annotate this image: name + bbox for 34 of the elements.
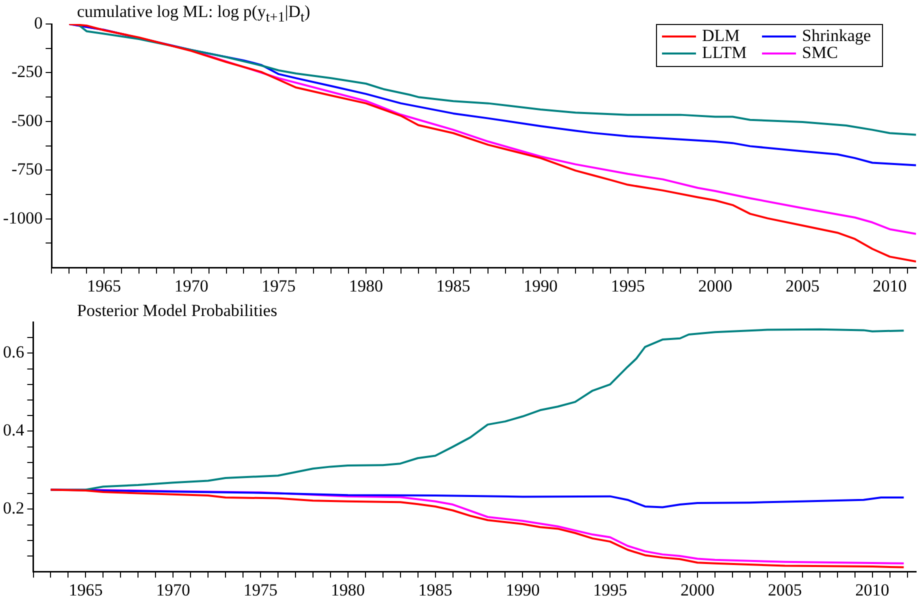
x-tick-label: 2000	[680, 580, 714, 600]
legend-label: DLM	[702, 26, 740, 45]
y-tick-label: 0.2	[3, 498, 24, 518]
x-tick-label: 1985	[418, 580, 452, 600]
y-tick-label: 0.6	[3, 342, 24, 362]
x-tick-label: 1995	[593, 580, 628, 600]
legend-label: LLTM	[702, 42, 747, 62]
chart-title: cumulative log ML: log p(y$_{t+1}$|D$_{t}$)	[77, 2, 310, 28]
y-tick-label: 0.4	[3, 420, 25, 440]
x-tick-label: 1965	[87, 276, 122, 296]
y-tick-label: -500	[11, 110, 43, 130]
y-tick-label: -750	[11, 160, 43, 179]
chart-title: Posterior Model Probabilities	[77, 301, 278, 320]
x-tick-label: 1990	[524, 276, 558, 296]
x-tick-label: 1970	[156, 580, 190, 600]
x-tick-label: 1990	[506, 580, 540, 600]
y-tick-label: -1000	[2, 208, 43, 228]
x-tick-label: 1975	[243, 580, 278, 600]
x-tick-label: 1980	[348, 276, 383, 296]
x-tick-label: 1985	[436, 276, 470, 296]
x-tick-label: 1975	[262, 276, 296, 296]
x-tick-label: 2010	[855, 580, 890, 600]
x-tick-label: 1970	[174, 276, 208, 296]
x-tick-label: 2005	[786, 276, 820, 296]
x-tick-label: 1980	[330, 580, 365, 600]
x-tick-label: 2010	[872, 276, 907, 296]
legend-label: SMC	[802, 42, 838, 62]
x-tick-label: 2005	[768, 580, 802, 600]
legend-label: Shrinkage	[802, 26, 871, 45]
x-tick-label: 1995	[610, 276, 645, 296]
y-tick-label: -250	[11, 62, 43, 82]
x-tick-label: 2000	[698, 276, 732, 296]
y-tick-label: 0	[34, 13, 43, 32]
x-tick-label: 1965	[68, 580, 103, 600]
